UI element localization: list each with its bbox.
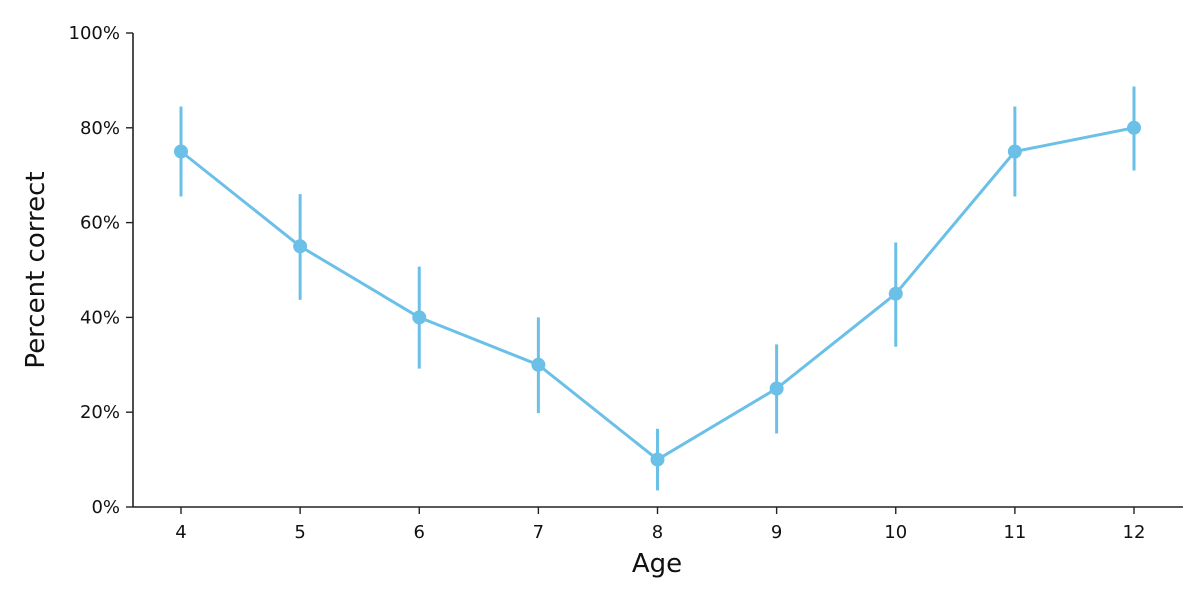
x-tick-label: 4	[175, 522, 186, 543]
data-point	[1127, 120, 1141, 135]
x-tick-label: 12	[1123, 522, 1146, 543]
x-tick-label: 5	[294, 522, 305, 543]
y-tick-label: 40%	[80, 307, 120, 328]
x-tick-label: 7	[533, 522, 544, 543]
y-tick-label: 80%	[80, 118, 120, 139]
x-tick-label: 10	[884, 522, 907, 543]
y-axis-ticks: 0% 20% 40% 60% 80% 100%	[69, 23, 133, 518]
data-point	[412, 310, 427, 325]
y-tick-label: 60%	[80, 213, 120, 234]
x-axis-label: Age	[632, 549, 682, 579]
data-point	[769, 381, 784, 396]
y-tick-label: 0%	[91, 497, 120, 518]
x-tick-label: 6	[414, 522, 425, 543]
data-point	[293, 239, 308, 254]
series-line	[180, 126, 1135, 462]
y-tick-label: 100%	[69, 23, 120, 44]
x-tick-label: 8	[652, 522, 663, 543]
data-point	[174, 144, 188, 159]
x-tick-label: 11	[1003, 522, 1026, 543]
data-point	[888, 286, 903, 301]
data-point	[1007, 144, 1022, 159]
y-axis-label: Percent correct	[21, 171, 51, 368]
y-tick-label: 20%	[80, 402, 120, 423]
x-axis-ticks: 4 5 6 7 8 9 10 11 12	[175, 507, 1145, 543]
data-point	[650, 452, 665, 467]
x-tick-label: 9	[771, 522, 782, 543]
data-point	[531, 357, 546, 372]
series-layer	[174, 86, 1141, 491]
